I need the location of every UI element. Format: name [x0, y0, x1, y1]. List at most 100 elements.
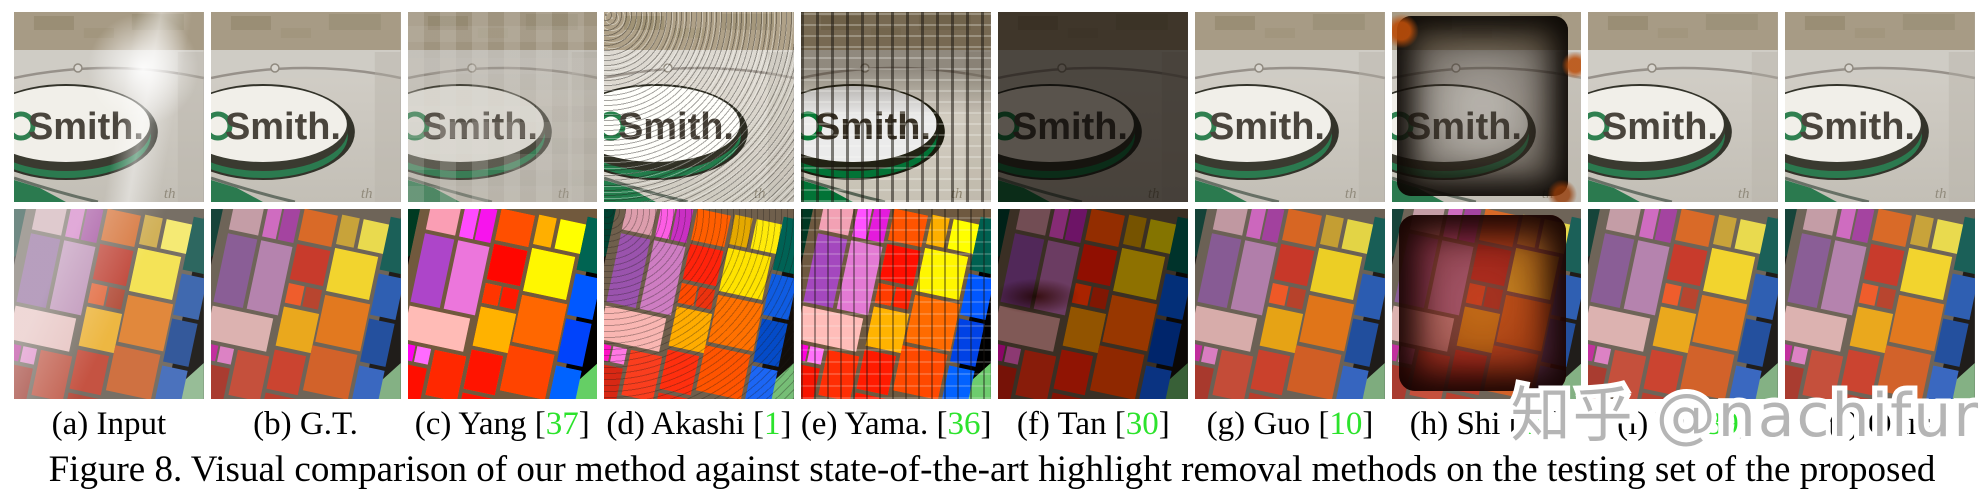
green-banner [1785, 180, 1838, 202]
rivet [663, 63, 674, 73]
smith-can-image: Smith. th [407, 12, 598, 202]
mosaic-image [1391, 209, 1582, 399]
tile-grid [1785, 209, 1975, 399]
logo-text: Smith. [1012, 106, 1128, 148]
panel-row2-akashi [604, 209, 795, 399]
smith-can-image: Smith. th [1785, 12, 1975, 202]
mosaic-image [1194, 209, 1385, 399]
citation-number: 1 [764, 406, 781, 442]
method-label: (f) Tan [1016, 406, 1107, 442]
subcaption-yi: (i) Yi [39] [1589, 402, 1779, 446]
logo-oval-face [1785, 86, 1922, 162]
mosaic-image [997, 209, 1188, 399]
citation-bracket: [ [928, 406, 948, 442]
handwriting-mark: th [1345, 186, 1357, 202]
rivet [1450, 63, 1461, 73]
logo-oval-face [604, 86, 741, 162]
smith-can-image: Smith. th [801, 12, 991, 202]
logo-text: Smith. [422, 106, 538, 148]
logo-text: Smith. [28, 106, 144, 148]
can-rim-line [1588, 66, 1779, 80]
tile-grid [210, 209, 401, 399]
panel-row1-yang: Smith. th [407, 12, 598, 202]
logo-oval-face [210, 86, 347, 162]
logo-text: Smith. [1799, 106, 1915, 148]
handwriting-mark: th [1738, 186, 1750, 202]
handwriting-mark: th [557, 186, 569, 202]
subcaption-input: (a) Input [14, 402, 204, 446]
panel-row2-yi [1588, 209, 1779, 399]
can-rim-line [210, 66, 401, 80]
citation-number: 39 [1705, 406, 1739, 442]
citation-bracket: [ [1310, 406, 1330, 442]
subcaption-shi: (h) Shi [26] [1392, 402, 1582, 446]
panel-row2-input [14, 209, 204, 399]
logo-green-ring [1588, 111, 1610, 141]
green-banner [1194, 180, 1247, 202]
citation-bracket: [ [744, 406, 765, 442]
tile-grid [997, 209, 1188, 399]
mosaic-image [14, 209, 204, 399]
smith-can-image: Smith. th [1194, 12, 1385, 202]
panel-row1-ours: Smith. th [1785, 12, 1975, 202]
smith-can-image: Smith. th [604, 12, 795, 202]
rivet [73, 63, 83, 73]
handwriting-mark: th [361, 186, 373, 202]
tile-grid [1194, 209, 1385, 399]
citation-bracket: ] [1552, 406, 1564, 442]
logo-text: Smith. [618, 106, 734, 148]
mosaic-image [1785, 209, 1975, 399]
panel-row1-gt: Smith. th [210, 12, 401, 202]
citation-number: 30 [1125, 406, 1159, 442]
rivet [269, 63, 280, 73]
logo-oval-face [407, 86, 544, 162]
method-label: (h) Shi [1409, 406, 1501, 442]
logo-green-ring [210, 111, 233, 141]
logo-green-ring [1194, 111, 1217, 141]
method-label: (a) Input [51, 406, 167, 442]
subcaption-yang: (c) Yang [37] [407, 402, 597, 446]
rivet [466, 63, 477, 73]
logo-green-ring [604, 111, 626, 141]
handwriting-mark: th [754, 186, 766, 202]
figure-caption: Figure 8. Visual comparison of our metho… [48, 449, 1936, 501]
citation-number: 10 [1329, 406, 1363, 442]
panel-row1-shi: Smith. th [1391, 12, 1582, 202]
citation-number: 36 [947, 406, 981, 442]
panel-row2-yang [407, 209, 598, 399]
can-rim-line [1194, 66, 1385, 80]
logo-green-ring [407, 111, 430, 141]
green-banner [604, 180, 657, 202]
logo-text: Smith. [1602, 106, 1718, 148]
smith-can-image: Smith. th [1391, 12, 1582, 202]
green-banner [210, 180, 263, 202]
panel-row1-input: Smith. th [14, 12, 204, 202]
subcaption-gt: (b) G.T. [211, 402, 401, 446]
subcaption-yama: (e) Yama. [36] [801, 402, 992, 446]
mosaic-image [407, 209, 598, 399]
logo-text: Smith. [1406, 106, 1522, 148]
mosaic-image [604, 209, 795, 399]
handwriting-mark: th [951, 186, 963, 202]
panel-row1-yi: Smith. th [1588, 12, 1779, 202]
rivet [1844, 63, 1854, 73]
method-label: (i) Yi [1617, 406, 1687, 442]
logo-green-ring [1785, 111, 1807, 141]
method-label: (c) Yang [414, 406, 527, 442]
panel-row1-yama: Smith. th [801, 12, 991, 202]
panel-row1-akashi: Smith. th [604, 12, 795, 202]
smith-can-image: Smith. th [997, 12, 1188, 202]
citation-bracket: ] [980, 406, 992, 442]
mosaic-image [801, 209, 991, 399]
method-label: (e) Yama. [800, 406, 929, 442]
subcaption-guo: (g) Guo [10] [1195, 402, 1385, 446]
citation-number: 26 [1519, 406, 1553, 442]
subcaption-akashi: (d) Akashi [1] [604, 402, 794, 446]
rivet [1647, 63, 1658, 73]
handwriting-mark: th [1935, 186, 1947, 202]
panel-row2-guo [1194, 209, 1385, 399]
panel-row2-gt [210, 209, 401, 399]
smith-can-image: Smith. th [1588, 12, 1779, 202]
citation-bracket: [ [1500, 406, 1520, 442]
tile-grid [1588, 209, 1779, 399]
